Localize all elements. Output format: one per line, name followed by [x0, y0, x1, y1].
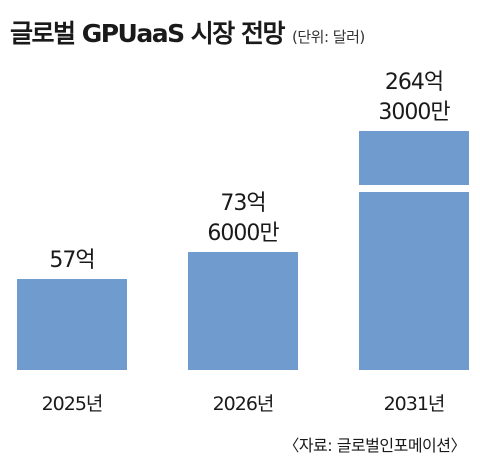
category-label-1: 2025년	[42, 393, 103, 415]
unit-label: (단위: 달러)	[292, 28, 365, 46]
category-label-3: 2031년	[384, 393, 445, 415]
bar-break-3	[358, 185, 470, 192]
bar-2	[188, 252, 298, 370]
chart-title: 글로벌 GPUaaS 시장 전망	[10, 19, 286, 48]
category-label-2: 2026년	[213, 393, 274, 415]
source-note: 〈자료: 글로벌인포메이션〉	[283, 436, 466, 455]
value-label-2-1: 73억	[220, 191, 265, 216]
bar-3	[359, 131, 469, 370]
value-label-3-2: 3000만	[378, 100, 450, 125]
value-label-1-1: 57억	[49, 248, 94, 273]
value-label-2-2: 6000만	[207, 221, 279, 246]
value-label-3-1: 264억	[385, 70, 443, 95]
bar-1	[17, 279, 127, 370]
chart-header: 글로벌 GPUaaS 시장 전망 (단위: 달러)	[10, 14, 365, 50]
